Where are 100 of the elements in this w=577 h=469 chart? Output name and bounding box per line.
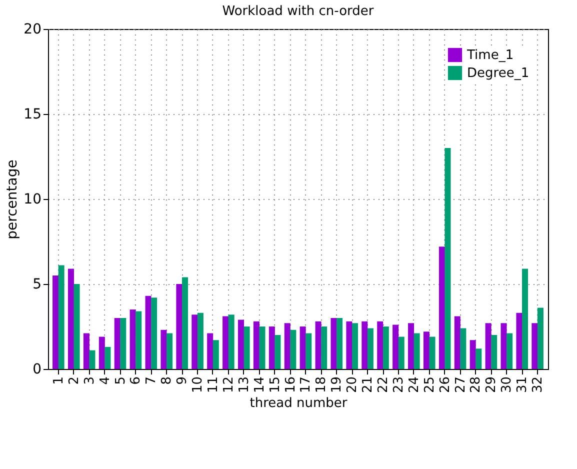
x-tick-label: 29 — [484, 376, 500, 394]
x-tick-label: 8 — [160, 376, 175, 385]
bar — [414, 333, 420, 369]
bar — [321, 326, 328, 369]
bar — [330, 318, 337, 369]
bar — [500, 323, 507, 369]
x-tick-label: 17 — [298, 376, 314, 394]
bar — [284, 323, 290, 369]
bar — [222, 316, 229, 369]
bar — [212, 340, 219, 369]
x-tick-label: 5 — [113, 376, 128, 385]
legend-label: Degree_1 — [467, 66, 530, 81]
bar — [470, 340, 476, 369]
x-tick-label: 18 — [314, 376, 330, 394]
bar — [444, 148, 451, 369]
x-tick-label: 22 — [376, 376, 392, 394]
bar — [274, 335, 281, 369]
bar — [197, 312, 204, 369]
bar — [346, 321, 352, 369]
bar — [423, 332, 430, 369]
bar — [522, 268, 528, 369]
x-tick-label: 6 — [128, 376, 144, 385]
bar — [398, 336, 404, 369]
bar — [377, 321, 384, 369]
x-tick-label: 30 — [500, 376, 515, 394]
x-tick-label: 23 — [391, 376, 406, 394]
bar — [192, 314, 198, 369]
bar — [454, 316, 460, 369]
bar — [228, 314, 234, 369]
bar — [166, 333, 173, 369]
bar — [207, 333, 214, 369]
x-tick-label: 16 — [283, 376, 298, 394]
x-tick-label: 27 — [453, 376, 468, 394]
bar — [352, 323, 358, 369]
bar — [315, 321, 322, 369]
bar — [408, 323, 414, 369]
bar — [485, 323, 492, 369]
bar — [136, 311, 142, 369]
bar — [306, 333, 312, 369]
bar — [253, 321, 260, 369]
chart-title: Workload with cn-order — [222, 4, 374, 19]
bar — [367, 328, 374, 369]
x-tick-label: 15 — [268, 376, 283, 394]
bar — [491, 335, 498, 369]
bar — [460, 328, 466, 369]
bar — [58, 265, 64, 369]
x-tick-label: 21 — [360, 376, 376, 394]
x-tick-label: 2 — [66, 376, 82, 385]
y-tick-label: 15 — [24, 106, 42, 122]
bar — [268, 326, 275, 369]
x-tick-label: 20 — [345, 376, 360, 394]
bar — [130, 310, 136, 369]
bar — [182, 277, 188, 369]
bar — [336, 318, 343, 369]
bar — [52, 276, 59, 369]
x-tick-label: 7 — [144, 376, 160, 385]
bar — [98, 336, 105, 369]
bar — [151, 298, 158, 369]
bar — [89, 350, 96, 369]
x-tick-label: 3 — [82, 376, 98, 385]
x-tick-label: 11 — [206, 376, 221, 394]
bar — [532, 323, 538, 369]
y-axis-title: percentage — [4, 160, 21, 240]
x-tick-label: 28 — [468, 376, 484, 394]
bar — [114, 318, 120, 369]
bar — [476, 348, 482, 369]
x-tick-label: 9 — [175, 376, 190, 385]
y-tick-label: 10 — [24, 192, 42, 208]
bar — [74, 284, 80, 369]
bar — [362, 321, 368, 369]
bar — [429, 336, 436, 369]
bar — [259, 326, 266, 369]
bar — [506, 333, 513, 369]
bar — [382, 326, 389, 369]
legend-label: Time_1 — [466, 48, 514, 63]
x-tick-label: 24 — [406, 376, 422, 394]
bar — [145, 296, 152, 369]
x-tick-label: 4 — [98, 376, 113, 385]
x-tick-label: 1 — [51, 376, 66, 385]
y-tick-label: 0 — [32, 362, 42, 378]
bar — [537, 308, 544, 369]
bar — [176, 284, 182, 369]
bar — [290, 330, 296, 369]
bar — [120, 318, 126, 369]
x-tick-label: 14 — [252, 376, 268, 394]
x-tick-label: 32 — [530, 376, 546, 394]
bar — [438, 246, 445, 369]
y-tick-label: 5 — [32, 276, 42, 292]
bar — [238, 320, 244, 369]
bar — [244, 326, 250, 369]
x-tick-label: 13 — [236, 376, 252, 394]
x-tick-label: 10 — [190, 376, 206, 394]
x-tick-label: 26 — [438, 376, 453, 394]
x-tick-label: 25 — [422, 376, 438, 394]
bar — [83, 333, 90, 369]
bar — [392, 324, 399, 369]
x-tick-label: 31 — [515, 376, 530, 394]
bar — [160, 330, 167, 369]
x-axis-title: thread number — [250, 396, 348, 412]
bar — [104, 346, 111, 369]
